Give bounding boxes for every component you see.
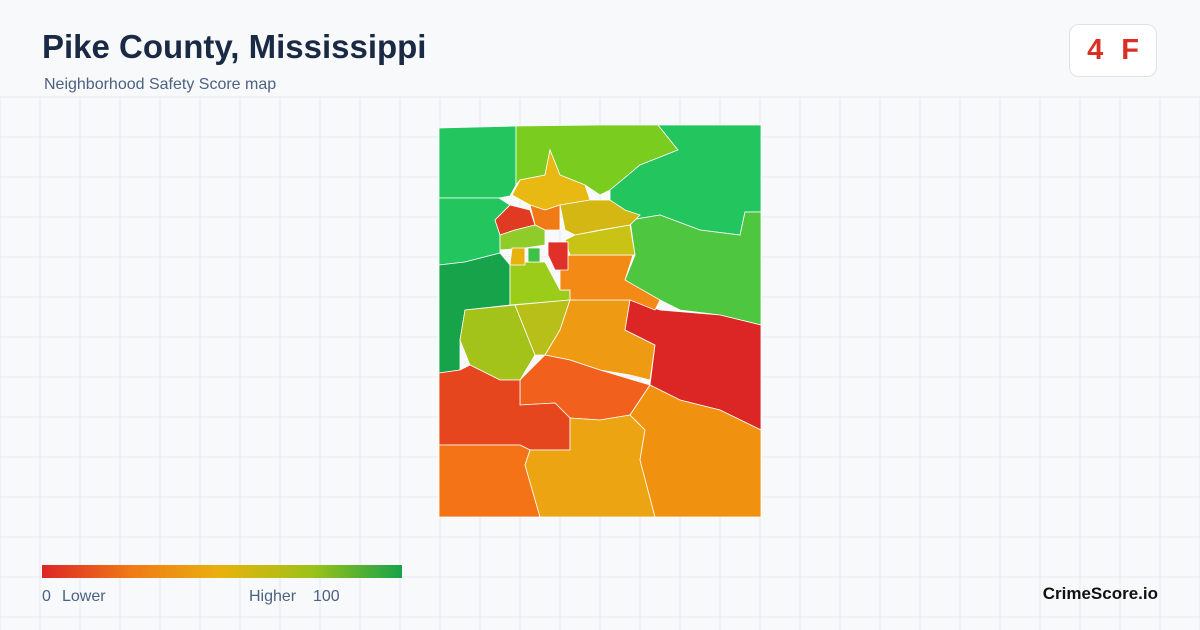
score-badge: 4 F bbox=[1069, 24, 1157, 77]
region bbox=[509, 247, 526, 266]
region bbox=[438, 444, 541, 518]
region bbox=[547, 241, 569, 271]
subtitle: Neighborhood Safety Score map bbox=[44, 76, 277, 93]
region bbox=[527, 247, 541, 263]
score: 4 bbox=[1087, 34, 1104, 66]
grade: F bbox=[1121, 34, 1139, 66]
county-map bbox=[438, 124, 762, 518]
region bbox=[438, 125, 517, 199]
legend-max-label: Higher bbox=[249, 588, 297, 605]
legend-min: 0 bbox=[42, 588, 51, 605]
legend-gradient bbox=[42, 565, 402, 578]
brand: CrimeScore.io bbox=[1042, 584, 1158, 603]
region bbox=[559, 199, 641, 236]
region bbox=[629, 384, 762, 518]
region bbox=[499, 224, 546, 251]
legend-min-label: Lower bbox=[62, 588, 106, 605]
legend-max: 100 bbox=[313, 588, 340, 605]
title: Pike County, Mississippi bbox=[42, 28, 427, 65]
region bbox=[564, 224, 636, 256]
